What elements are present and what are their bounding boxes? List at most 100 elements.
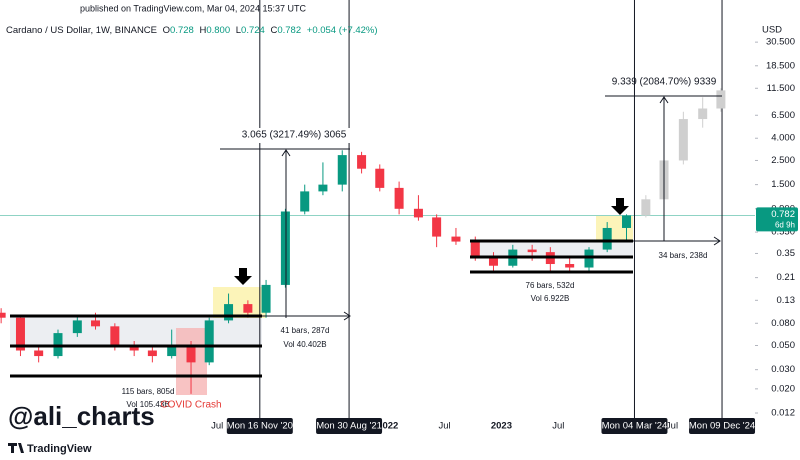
y-tick-label: 1.500 (771, 179, 795, 190)
x-tick-label: 2023 (491, 421, 512, 432)
x-tick-label: 2022 (377, 421, 398, 432)
candle-body (280, 211, 290, 285)
brand-logo (8, 443, 24, 453)
ohlc-value: 0.800 (206, 25, 230, 36)
y-tick-label: 0.050 (771, 340, 795, 351)
ohlc-value: 0.724 (241, 25, 265, 36)
candle-body (0, 312, 6, 318)
range-label: 34 bars, 238d (659, 251, 708, 260)
candle-body (565, 264, 575, 268)
candle-body (110, 326, 120, 346)
candle-body (167, 345, 177, 357)
x-tick-label: Jul (552, 421, 564, 432)
last-price-label: 0.782 (771, 209, 795, 220)
candle-body (72, 320, 82, 334)
range-label: 115 bars, 805d (122, 387, 175, 396)
candle-body (147, 350, 157, 357)
published: published on TradingView.com, Mar 04, 20… (80, 3, 306, 13)
x-tick-label: Jul (666, 421, 678, 432)
candle-body (584, 249, 594, 268)
candle-body (300, 191, 310, 212)
marker-tag (601, 418, 668, 434)
marker-label: Mon 16 Nov '20 (227, 421, 293, 432)
candle-body (622, 215, 632, 228)
watermark: @ali_charts (8, 401, 155, 431)
y-tick-label: 0.012 (771, 408, 795, 419)
arrow-head (343, 311, 351, 321)
candle-body (91, 320, 101, 327)
candle-body (318, 184, 328, 192)
y-tick-label: 0.13 (777, 295, 796, 306)
header-line: Cardano / US Dollar, 1W, BINANCE O0.728 … (6, 25, 378, 36)
measures (220, 95, 722, 321)
marker-tag (316, 418, 383, 434)
candle-body (602, 227, 612, 250)
candle-body (204, 320, 214, 363)
ohlc-value: 0.782 (277, 25, 301, 36)
marker-label: Mon 09 Dec '24 (689, 421, 755, 432)
y-tick-label: 6.500 (771, 110, 795, 121)
ohlc-key: H (199, 25, 206, 36)
range-label: Vol 105.43B (126, 400, 169, 409)
y-tick-label: 0.020 (771, 383, 795, 394)
x-tick-label: Jul (211, 421, 223, 432)
candle-body (129, 345, 139, 351)
ohlc-key: L (236, 25, 241, 36)
marker-tag (226, 418, 293, 434)
ohlc-key: O (163, 25, 170, 36)
candle-body (678, 119, 688, 161)
x-axis: Jul 2022 Jul 2023 Jul Jul Mon 16 Nov '20 Mon 30… (211, 418, 755, 434)
candle-body (224, 304, 234, 321)
marker-tag (689, 418, 756, 434)
ohlc-key: C (270, 25, 277, 36)
down-arrow (611, 198, 629, 215)
candle-body (394, 187, 404, 209)
y-tick-label: 11.500 (767, 83, 795, 94)
y-tick-label: 2.500 (771, 155, 795, 166)
brand: TradingView (27, 443, 92, 455)
candle-body (432, 217, 442, 237)
crash-label: COVID Crash (160, 400, 221, 411)
y-tick-label: 0.35 (777, 248, 796, 259)
range-label: Vol 6.922B (531, 294, 570, 303)
marker-label: Mon 30 Aug '21 (316, 421, 382, 432)
candle-body (641, 199, 651, 216)
y-tick-label: 0.030 (771, 364, 795, 375)
y-tick-label: 0.21 (777, 272, 796, 283)
candle-body (413, 208, 423, 218)
candle-body (375, 168, 385, 188)
range-shade (10, 316, 262, 346)
candle-body (716, 90, 726, 109)
measure-label: 3.065 (3217.49%) 3065 (242, 130, 347, 141)
measure-label: 9.339 (2084.70%) 9339 (612, 77, 717, 88)
candle-body (337, 155, 347, 185)
candle-body (698, 108, 708, 120)
countdown: 6d 9h (775, 221, 795, 230)
candle-body (186, 345, 196, 363)
symbol: Cardano / US Dollar, 1W, BINANCE (6, 25, 157, 36)
candle-body (15, 317, 25, 351)
ohlc-value: 0.728 (170, 25, 194, 36)
change: +0.054 (+7.42%) (307, 25, 378, 36)
candle-body (451, 236, 461, 242)
marker-label: Mon 04 Mar '24 (602, 421, 668, 432)
y-tick-label: 0.550 (771, 227, 795, 238)
y-tick-label: 4.000 (771, 133, 795, 144)
highlight-box (213, 287, 266, 318)
range-lines (10, 239, 633, 378)
y-tick-label: 30.500 (766, 37, 795, 48)
candle-body (470, 241, 480, 257)
arrow-head (659, 96, 669, 104)
x-tick-label: Jul (439, 421, 451, 432)
candle-body (527, 249, 537, 253)
candle-body (357, 155, 367, 169)
range-label: 41 bars, 287d (281, 326, 330, 335)
arrow-head (713, 236, 721, 246)
range-label: Vol 40.402B (283, 340, 326, 349)
range-label: 76 bars, 532d (526, 281, 575, 290)
candle-body (243, 304, 253, 313)
y-tick-label: 0.080 (771, 318, 795, 329)
candle-body (261, 284, 271, 313)
